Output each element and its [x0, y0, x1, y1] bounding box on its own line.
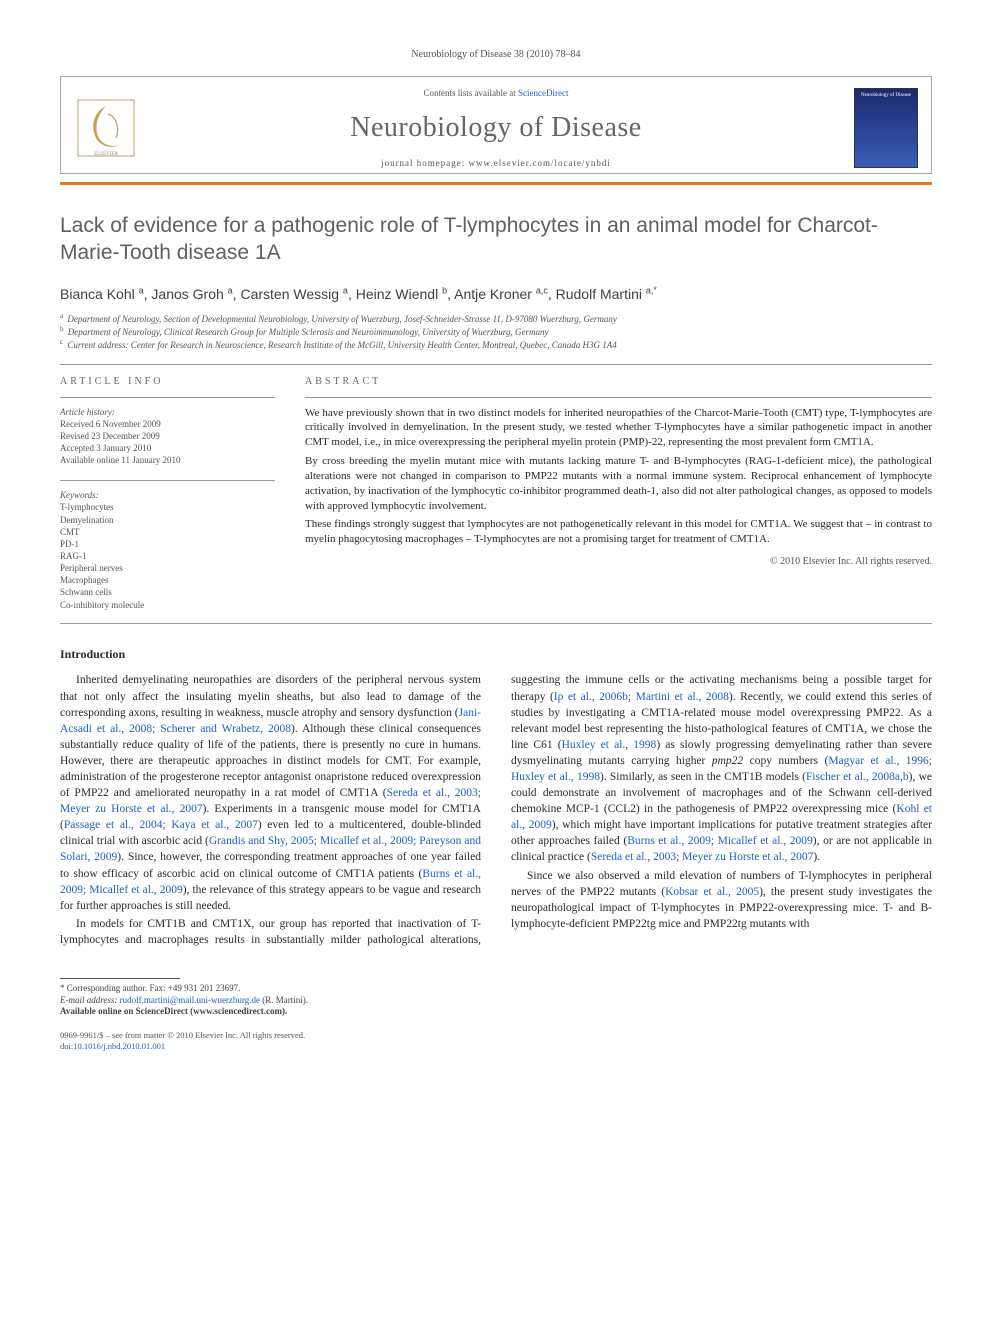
authors-text: Bianca Kohl a, Janos Groh a, Carsten Wes… [60, 286, 653, 302]
svg-text:ELSEVIER: ELSEVIER [94, 152, 118, 157]
affiliation-b: b Department of Neurology, Clinical Rese… [60, 325, 932, 338]
affiliation-c: c Current address: Center for Research i… [60, 338, 932, 351]
keyword: T-lymphocytes [60, 501, 275, 513]
keywords-list: T-lymphocytesDemyelinationCMTPD-1RAG-1Pe… [60, 501, 275, 610]
accent-bar [60, 182, 932, 185]
keyword: Demyelination [60, 514, 275, 526]
ref-link[interactable]: Kobsar et al., 2005 [665, 886, 759, 898]
keyword: PD-1 [60, 538, 275, 550]
keyword: Macrophages [60, 574, 275, 586]
ref-link[interactable]: Fischer et al., 2008a,b [806, 771, 909, 783]
contents-label: Contents lists available at [424, 88, 518, 98]
doi-line: doi:10.1016/j.nbd.2010.01.001 [60, 1041, 932, 1052]
front-matter: 0969-9961/$ – see front matter © 2010 El… [60, 1030, 932, 1041]
ref-link[interactable]: Huxley et al., 1998 [562, 739, 657, 751]
article-title: Lack of evidence for a pathogenic role o… [60, 213, 932, 266]
journal-header: ELSEVIER Contents lists available at Sci… [60, 76, 932, 174]
elsevier-logo: ELSEVIER [76, 98, 136, 158]
history-received: Received 6 November 2009 [60, 418, 275, 430]
intro-p1: Inherited demyelinating neuropathies are… [60, 672, 481, 913]
publisher-logo-slot: ELSEVIER [61, 98, 151, 158]
abstract-p3: These findings strongly suggest that lym… [305, 517, 932, 547]
sciencedirect-link[interactable]: ScienceDirect [518, 88, 568, 98]
keyword: Co-inhibitory molecule [60, 599, 275, 611]
abstract-p1: We have previously shown that in two dis… [305, 406, 932, 451]
corr-author-line: * Corresponding author. Fax: +49 931 201… [60, 983, 932, 995]
running-header: Neurobiology of Disease 38 (2010) 78–84 [60, 48, 932, 62]
homepage-label: journal homepage: [381, 158, 468, 168]
history-revised: Revised 23 December 2009 [60, 430, 275, 442]
keywords-label: Keywords: [60, 489, 275, 501]
body-columns: Inherited demyelinating neuropathies are… [60, 672, 932, 948]
history-online: Available online 11 January 2010 [60, 454, 275, 466]
email-link[interactable]: rudolf.martini@mail.uni-wuerzburg.de [120, 995, 260, 1005]
corresponding-star-icon: * [653, 285, 657, 295]
affiliations: a Department of Neurology, Section of De… [60, 312, 932, 351]
journal-cover: Neurobiology of Disease [854, 88, 918, 168]
divider [60, 623, 932, 624]
ref-link[interactable]: Passage et al., 2004; Kaya et al., 2007 [64, 819, 258, 831]
abstract-p2: By cross breeding the myelin mutant mice… [305, 454, 932, 513]
footnote-rule [60, 978, 180, 979]
doi-link[interactable]: 10.1016/j.nbd.2010.01.001 [73, 1041, 165, 1051]
affiliation-a: a Department of Neurology, Section of De… [60, 312, 932, 325]
history-label: Article history: [60, 406, 275, 418]
intro-p3: Since we also observed a mild elevation … [511, 868, 932, 932]
available-online: Available online on ScienceDirect (www.s… [60, 1006, 932, 1018]
keyword: CMT [60, 526, 275, 538]
abstract: ABSTRACT We have previously shown that i… [305, 375, 932, 611]
history-accepted: Accepted 3 January 2010 [60, 442, 275, 454]
contents-lists: Contents lists available at ScienceDirec… [151, 87, 841, 100]
abstract-heading: ABSTRACT [305, 375, 932, 389]
email-line: E-mail address: rudolf.martini@mail.uni-… [60, 995, 932, 1007]
article-info: ARTICLE INFO Article history: Received 6… [60, 375, 275, 611]
copyright-footer: 0969-9961/$ – see front matter © 2010 El… [60, 1030, 932, 1052]
keyword: RAG-1 [60, 550, 275, 562]
keyword: Schwann cells [60, 586, 275, 598]
ref-link[interactable]: Burns et al., 2009; Micallef et al., 200… [627, 835, 813, 847]
info-heading: ARTICLE INFO [60, 375, 275, 389]
cover-title: Neurobiology of Disease [855, 89, 917, 99]
abstract-copyright: © 2010 Elsevier Inc. All rights reserved… [305, 555, 932, 569]
ref-link[interactable]: Ip et al., 2006b; Martini et al., 2008 [554, 691, 729, 703]
section-title-introduction: Introduction [60, 646, 932, 663]
ref-link[interactable]: Sereda et al., 2003; Meyer zu Horste et … [591, 851, 814, 863]
journal-title: Neurobiology of Disease [151, 108, 841, 147]
divider [60, 364, 932, 365]
homepage-url: www.elsevier.com/locate/ynbdi [469, 158, 611, 168]
corresponding-footnote: * Corresponding author. Fax: +49 931 201… [60, 983, 932, 1018]
author-list: Bianca Kohl a, Janos Groh a, Carsten Wes… [60, 284, 932, 304]
keyword: Peripheral nerves [60, 562, 275, 574]
journal-homepage: journal homepage: www.elsevier.com/locat… [151, 157, 841, 170]
journal-cover-slot: Neurobiology of Disease [841, 88, 931, 168]
